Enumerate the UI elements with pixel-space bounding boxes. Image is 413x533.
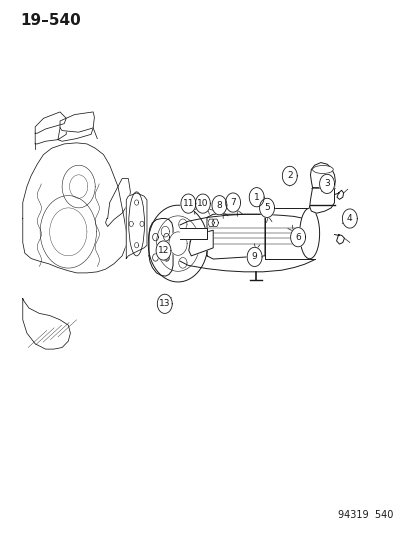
Text: 8: 8 (216, 201, 222, 209)
Polygon shape (336, 190, 343, 199)
Text: 6: 6 (294, 233, 300, 241)
Text: 11: 11 (182, 199, 194, 208)
Polygon shape (180, 214, 313, 272)
Polygon shape (211, 196, 226, 215)
Text: 10: 10 (197, 199, 208, 208)
Polygon shape (126, 193, 147, 259)
Text: 7: 7 (230, 198, 235, 207)
Polygon shape (319, 174, 334, 193)
Text: 5: 5 (263, 204, 269, 212)
Text: 9: 9 (251, 253, 257, 261)
Polygon shape (309, 172, 334, 213)
Polygon shape (35, 112, 66, 133)
Polygon shape (259, 198, 274, 217)
Polygon shape (206, 214, 264, 259)
Polygon shape (157, 294, 172, 313)
Text: 13: 13 (159, 300, 170, 308)
Ellipse shape (312, 165, 332, 173)
Polygon shape (249, 188, 263, 207)
Polygon shape (23, 298, 70, 349)
Polygon shape (264, 204, 315, 261)
Polygon shape (180, 194, 195, 213)
Text: 2: 2 (286, 172, 292, 180)
Text: 19–540: 19–540 (21, 13, 81, 28)
Polygon shape (195, 194, 210, 213)
Polygon shape (225, 193, 240, 212)
Polygon shape (35, 115, 66, 144)
Text: 4: 4 (346, 214, 352, 223)
Polygon shape (180, 228, 206, 239)
Text: 3: 3 (323, 180, 329, 188)
Polygon shape (211, 219, 218, 227)
Polygon shape (148, 205, 207, 282)
Text: 1: 1 (253, 193, 259, 201)
Polygon shape (156, 241, 171, 260)
Polygon shape (23, 143, 126, 273)
Polygon shape (310, 163, 335, 188)
Polygon shape (188, 230, 213, 256)
Polygon shape (207, 219, 214, 227)
Text: 94319  540: 94319 540 (337, 510, 392, 520)
Polygon shape (290, 228, 305, 247)
Polygon shape (149, 219, 173, 276)
Polygon shape (60, 112, 94, 132)
Text: 12: 12 (157, 246, 169, 255)
Polygon shape (336, 235, 344, 244)
Polygon shape (282, 166, 297, 185)
Polygon shape (247, 247, 261, 266)
Ellipse shape (128, 192, 144, 256)
Polygon shape (342, 209, 356, 228)
Ellipse shape (299, 208, 319, 259)
Polygon shape (58, 115, 93, 141)
Polygon shape (105, 179, 130, 227)
Polygon shape (169, 232, 187, 255)
